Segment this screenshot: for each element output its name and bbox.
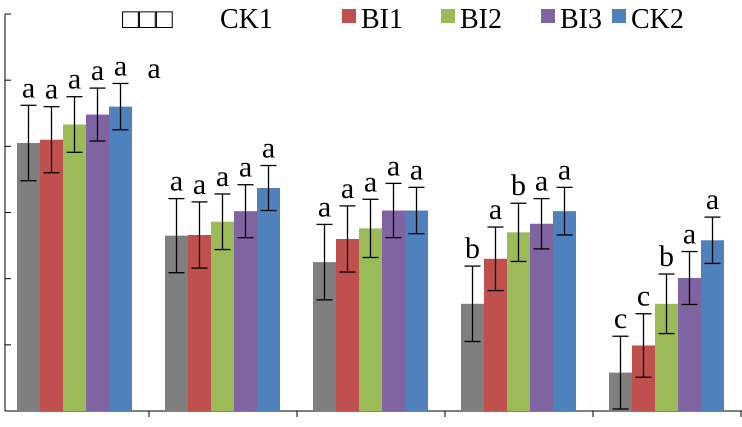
bar-bi3-3 <box>382 210 405 411</box>
significance-label: a <box>68 63 81 96</box>
bar-bi3-4 <box>530 223 553 411</box>
error-bar-bi3-3 <box>385 182 402 239</box>
error-bar-bi1-1 <box>43 105 60 174</box>
error-bar-ck2-5 <box>704 216 721 265</box>
significance-label: a <box>45 73 58 106</box>
legend-swatch-bi1 <box>342 9 356 23</box>
legend-label-bi1: BI1 <box>361 4 403 35</box>
significance-label: a <box>114 49 127 82</box>
error-bar-bi1-5 <box>635 313 652 378</box>
error-bar-bi2-2 <box>214 193 231 251</box>
bar-bi2-3 <box>359 228 382 411</box>
significance-label: a <box>91 54 104 87</box>
bar-ck2-4 <box>553 211 576 411</box>
error-bar-bi2-4 <box>510 202 527 263</box>
significance-label: a <box>22 71 35 104</box>
bar-bi2-2 <box>211 221 234 411</box>
bar-ck2-2 <box>257 188 280 411</box>
legend-label-bi3: BI3 <box>560 4 602 35</box>
error-bar-ck1-2 <box>168 197 185 274</box>
significance-label: a <box>535 165 548 198</box>
error-bar-ck1-4 <box>464 265 481 343</box>
significance-label: a <box>239 151 252 184</box>
chart-bars <box>17 82 724 411</box>
bar-ck2-1 <box>109 106 132 411</box>
error-bar-ck1-1 <box>20 104 37 182</box>
bar-ck2-5 <box>701 240 724 411</box>
error-bar-ck2-3 <box>408 186 425 235</box>
significance-label: a <box>318 190 331 223</box>
error-bar-bi2-3 <box>362 198 379 259</box>
significance-label: a <box>410 153 423 186</box>
bar-ck2-3 <box>405 210 428 411</box>
error-bar-bi1-2 <box>191 201 208 269</box>
significance-label-extra: a <box>147 52 160 85</box>
error-bar-bi1-3 <box>339 205 356 273</box>
significance-label: b <box>511 169 526 202</box>
chart-legend: □□□ CK1 BI1 BI2 BI3 CK2 <box>122 4 684 35</box>
significance-label: a <box>489 193 502 226</box>
significance-label: a <box>558 153 571 186</box>
significance-label: a <box>193 168 206 201</box>
bar-bi1-4 <box>484 258 507 411</box>
legend-label-ck2: CK2 <box>631 4 684 35</box>
bar-ck1-2 <box>165 235 188 411</box>
error-bar-bi2-1 <box>66 96 83 153</box>
significance-label: b <box>465 232 480 265</box>
significance-label: a <box>364 165 377 198</box>
bar-bi2-1 <box>63 124 86 411</box>
error-bar-bi3-2 <box>237 184 254 239</box>
error-bar-ck1-5 <box>612 335 629 410</box>
significance-label: a <box>683 218 696 251</box>
bar-ck1-4 <box>461 303 484 411</box>
bar-bi2-4 <box>507 232 530 411</box>
error-bar-ck2-4 <box>556 186 573 236</box>
bar-bi2-5 <box>655 303 678 411</box>
significance-label: c <box>614 302 627 335</box>
bar-bi1-2 <box>188 234 211 411</box>
significance-label: a <box>262 132 275 165</box>
legend-swatch-bi2 <box>441 9 455 23</box>
significance-label: a <box>387 149 400 182</box>
error-bar-bi3-1 <box>89 87 106 142</box>
legend-swatch-ck2 <box>612 9 626 23</box>
legend-label-bi2: BI2 <box>460 4 502 35</box>
bar-bi3-1 <box>86 114 109 411</box>
bar-bi3-2 <box>234 211 257 411</box>
significance-label: a <box>341 172 354 205</box>
bar-bi3-5 <box>678 278 701 411</box>
significance-label: a <box>170 165 183 198</box>
error-bar-bi1-4 <box>487 226 504 292</box>
error-bar-bi2-5 <box>658 273 675 335</box>
error-bar-ck2-1 <box>112 82 129 131</box>
significance-label: a <box>216 160 229 193</box>
bar-bi1-1 <box>40 139 63 411</box>
error-bar-bi3-5 <box>681 250 698 306</box>
significance-label: a <box>706 183 719 216</box>
legend-swatch-bi3 <box>541 9 555 23</box>
error-bar-bi3-4 <box>533 197 550 250</box>
bar-ck1-1 <box>17 143 40 411</box>
significance-label: c <box>637 280 650 313</box>
bar-bi1-3 <box>336 238 359 411</box>
error-bar-ck1-3 <box>316 223 333 301</box>
error-bar-ck2-2 <box>260 164 277 212</box>
legend-label-ck1: CK1 <box>220 4 273 35</box>
bar-bi1-5 <box>632 345 655 411</box>
significance-label: b <box>659 240 674 273</box>
legend-prefix: □□□ <box>122 4 173 35</box>
